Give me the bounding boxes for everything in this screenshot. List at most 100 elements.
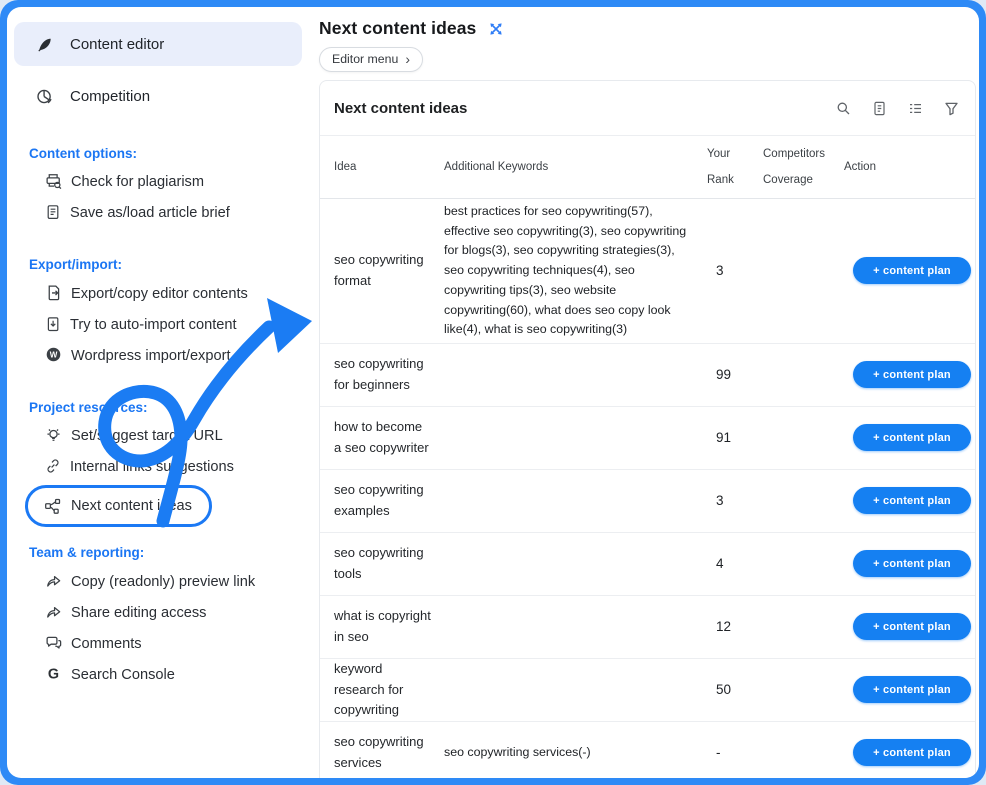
sidebar-item-next-content-ideas[interactable]: Next content ideas: [25, 485, 212, 527]
columns-list-icon[interactable]: [908, 101, 923, 116]
app-surface: Content editor Competition Content optio…: [7, 7, 979, 778]
svg-text:G: G: [48, 666, 59, 682]
filter-icon[interactable]: [944, 101, 959, 116]
table-row: seo copywriting format best practices fo…: [320, 199, 975, 344]
idea-cell: seo copywriting examples: [334, 482, 424, 518]
idea-cell: keyword research for copywriting: [334, 661, 404, 718]
card-title: Next content ideas: [334, 99, 468, 117]
editor-menu-button[interactable]: Editor menu ›: [319, 47, 423, 72]
section-title-content-options: Content options:: [29, 146, 137, 161]
move-icon[interactable]: [488, 21, 504, 37]
content-plan-button[interactable]: + content plan: [853, 676, 971, 704]
import-document-icon: [45, 316, 61, 332]
share-arrow-icon: [45, 603, 62, 620]
content-plan-label: + content plan: [873, 557, 951, 570]
share-arrow-icon: [45, 572, 62, 589]
keywords-cell: [444, 687, 704, 693]
rank-cell: 99: [716, 367, 732, 383]
rank-cell: 3: [716, 263, 724, 279]
keywords-cell: [444, 435, 704, 441]
chevron-right-icon: ›: [405, 51, 410, 67]
keywords-cell: seo copywriting services(-): [444, 745, 591, 760]
content-plan-label: + content plan: [873, 494, 951, 507]
content-ideas-card: Next content ideas: [319, 80, 976, 778]
content-plan-button[interactable]: + content plan: [853, 361, 971, 389]
keywords-cell: [444, 561, 704, 567]
flowchart-icon: [44, 498, 61, 515]
sidebar-item-target-url[interactable]: Set/suggest target URL: [45, 421, 295, 452]
keywords-cell: [444, 624, 704, 630]
feather-icon: [36, 36, 53, 53]
export-file-icon[interactable]: [872, 101, 887, 116]
content-plan-label: + content plan: [873, 431, 951, 444]
sidebar-item-auto-import[interactable]: Try to auto-import content: [45, 310, 295, 341]
sidebar-item-internal-links[interactable]: Internal links suggestions: [45, 452, 295, 483]
sidebar-item-search-console[interactable]: G Search Console: [45, 660, 295, 691]
rank-cell: -: [716, 745, 721, 761]
keywords-cell: [444, 498, 704, 504]
sidebar-item-competition[interactable]: Competition: [14, 74, 302, 118]
rank-cell: 4: [716, 556, 724, 572]
sidebar-item-wordpress[interactable]: W Wordpress import/export: [45, 341, 295, 372]
content-plan-button[interactable]: + content plan: [853, 739, 971, 767]
section-title-project-resources: Project resources:: [29, 400, 148, 415]
idea-cell: seo copywriting tools: [334, 545, 424, 581]
idea-cell: seo copywriting format: [334, 252, 424, 288]
content-plan-label: + content plan: [873, 746, 951, 759]
table-row: keyword research for copywriting 50 + co…: [320, 659, 975, 722]
sidebar-item-share-editing[interactable]: Share editing access: [45, 598, 295, 629]
sidebar-item-comments[interactable]: Comments: [45, 629, 295, 660]
idea-cell: what is copyright in seo: [334, 608, 431, 644]
lightbulb-icon: [45, 426, 62, 443]
content-plan-button[interactable]: + content plan: [853, 550, 971, 578]
content-plan-button[interactable]: + content plan: [853, 487, 971, 515]
content-plan-label: + content plan: [873, 620, 951, 633]
content-plan-button[interactable]: + content plan: [853, 257, 971, 285]
table-row: seo copywriting services seo copywriting…: [320, 722, 975, 778]
keywords-cell: [444, 372, 704, 378]
sidebar-item-save-load-brief[interactable]: Save as/load article brief: [45, 198, 295, 229]
content-plan-button[interactable]: + content plan: [853, 613, 971, 641]
export-document-icon: [45, 284, 62, 301]
col-header-coverage: Competitors Coverage: [763, 148, 825, 186]
col-header-idea: Idea: [334, 161, 357, 173]
table-row: what is copyright in seo 12 + content pl…: [320, 596, 975, 659]
content-plan-label: + content plan: [873, 683, 951, 696]
section-title-export-import: Export/import:: [29, 257, 122, 272]
section-title-team-reporting: Team & reporting:: [29, 545, 145, 560]
link-icon: [45, 458, 61, 474]
svg-text:W: W: [50, 350, 58, 359]
idea-cell: seo copywriting services: [334, 734, 424, 770]
comments-icon: [45, 634, 62, 651]
sidebar: Content editor Competition Content optio…: [14, 22, 304, 691]
col-header-action: Action: [844, 161, 876, 173]
sidebar-item-copy-preview-link[interactable]: Copy (readonly) preview link: [45, 566, 295, 598]
table-row: seo copywriting for beginners 99 + conte…: [320, 344, 975, 407]
table-body: seo copywriting format best practices fo…: [320, 199, 975, 778]
table-header-row: Idea Additional Keywords Your Rank Compe…: [320, 136, 975, 199]
table-row: seo copywriting tools 4 + content plan: [320, 533, 975, 596]
wordpress-icon: W: [45, 346, 62, 363]
document-icon: [45, 204, 61, 220]
col-header-rank: Your Rank: [707, 148, 734, 186]
sidebar-item-export-copy[interactable]: Export/copy editor contents: [45, 278, 295, 310]
rank-cell: 50: [716, 682, 732, 698]
sidebar-item-content-editor[interactable]: Content editor: [14, 22, 302, 66]
idea-cell: seo copywriting for beginners: [334, 356, 424, 392]
main-content: Next content ideas Editor menu › Next co…: [310, 7, 979, 778]
search-icon[interactable]: [836, 101, 851, 116]
plagiarism-check-icon: [45, 172, 62, 189]
rank-cell: 3: [716, 493, 724, 509]
col-header-keywords: Additional Keywords: [444, 161, 549, 173]
google-g-icon: G: [45, 665, 62, 682]
sidebar-item-check-plagiarism[interactable]: Check for plagiarism: [45, 167, 295, 198]
table-row: how to become a seo copywriter 91 + cont…: [320, 407, 975, 470]
content-plan-button[interactable]: + content plan: [853, 424, 971, 452]
rank-cell: 12: [716, 619, 732, 635]
content-plan-label: + content plan: [873, 368, 951, 381]
page-title: Next content ideas: [319, 18, 477, 38]
pie-chart-icon: [36, 88, 53, 105]
content-plan-label: + content plan: [873, 264, 951, 277]
idea-cell: how to become a seo copywriter: [334, 419, 429, 455]
